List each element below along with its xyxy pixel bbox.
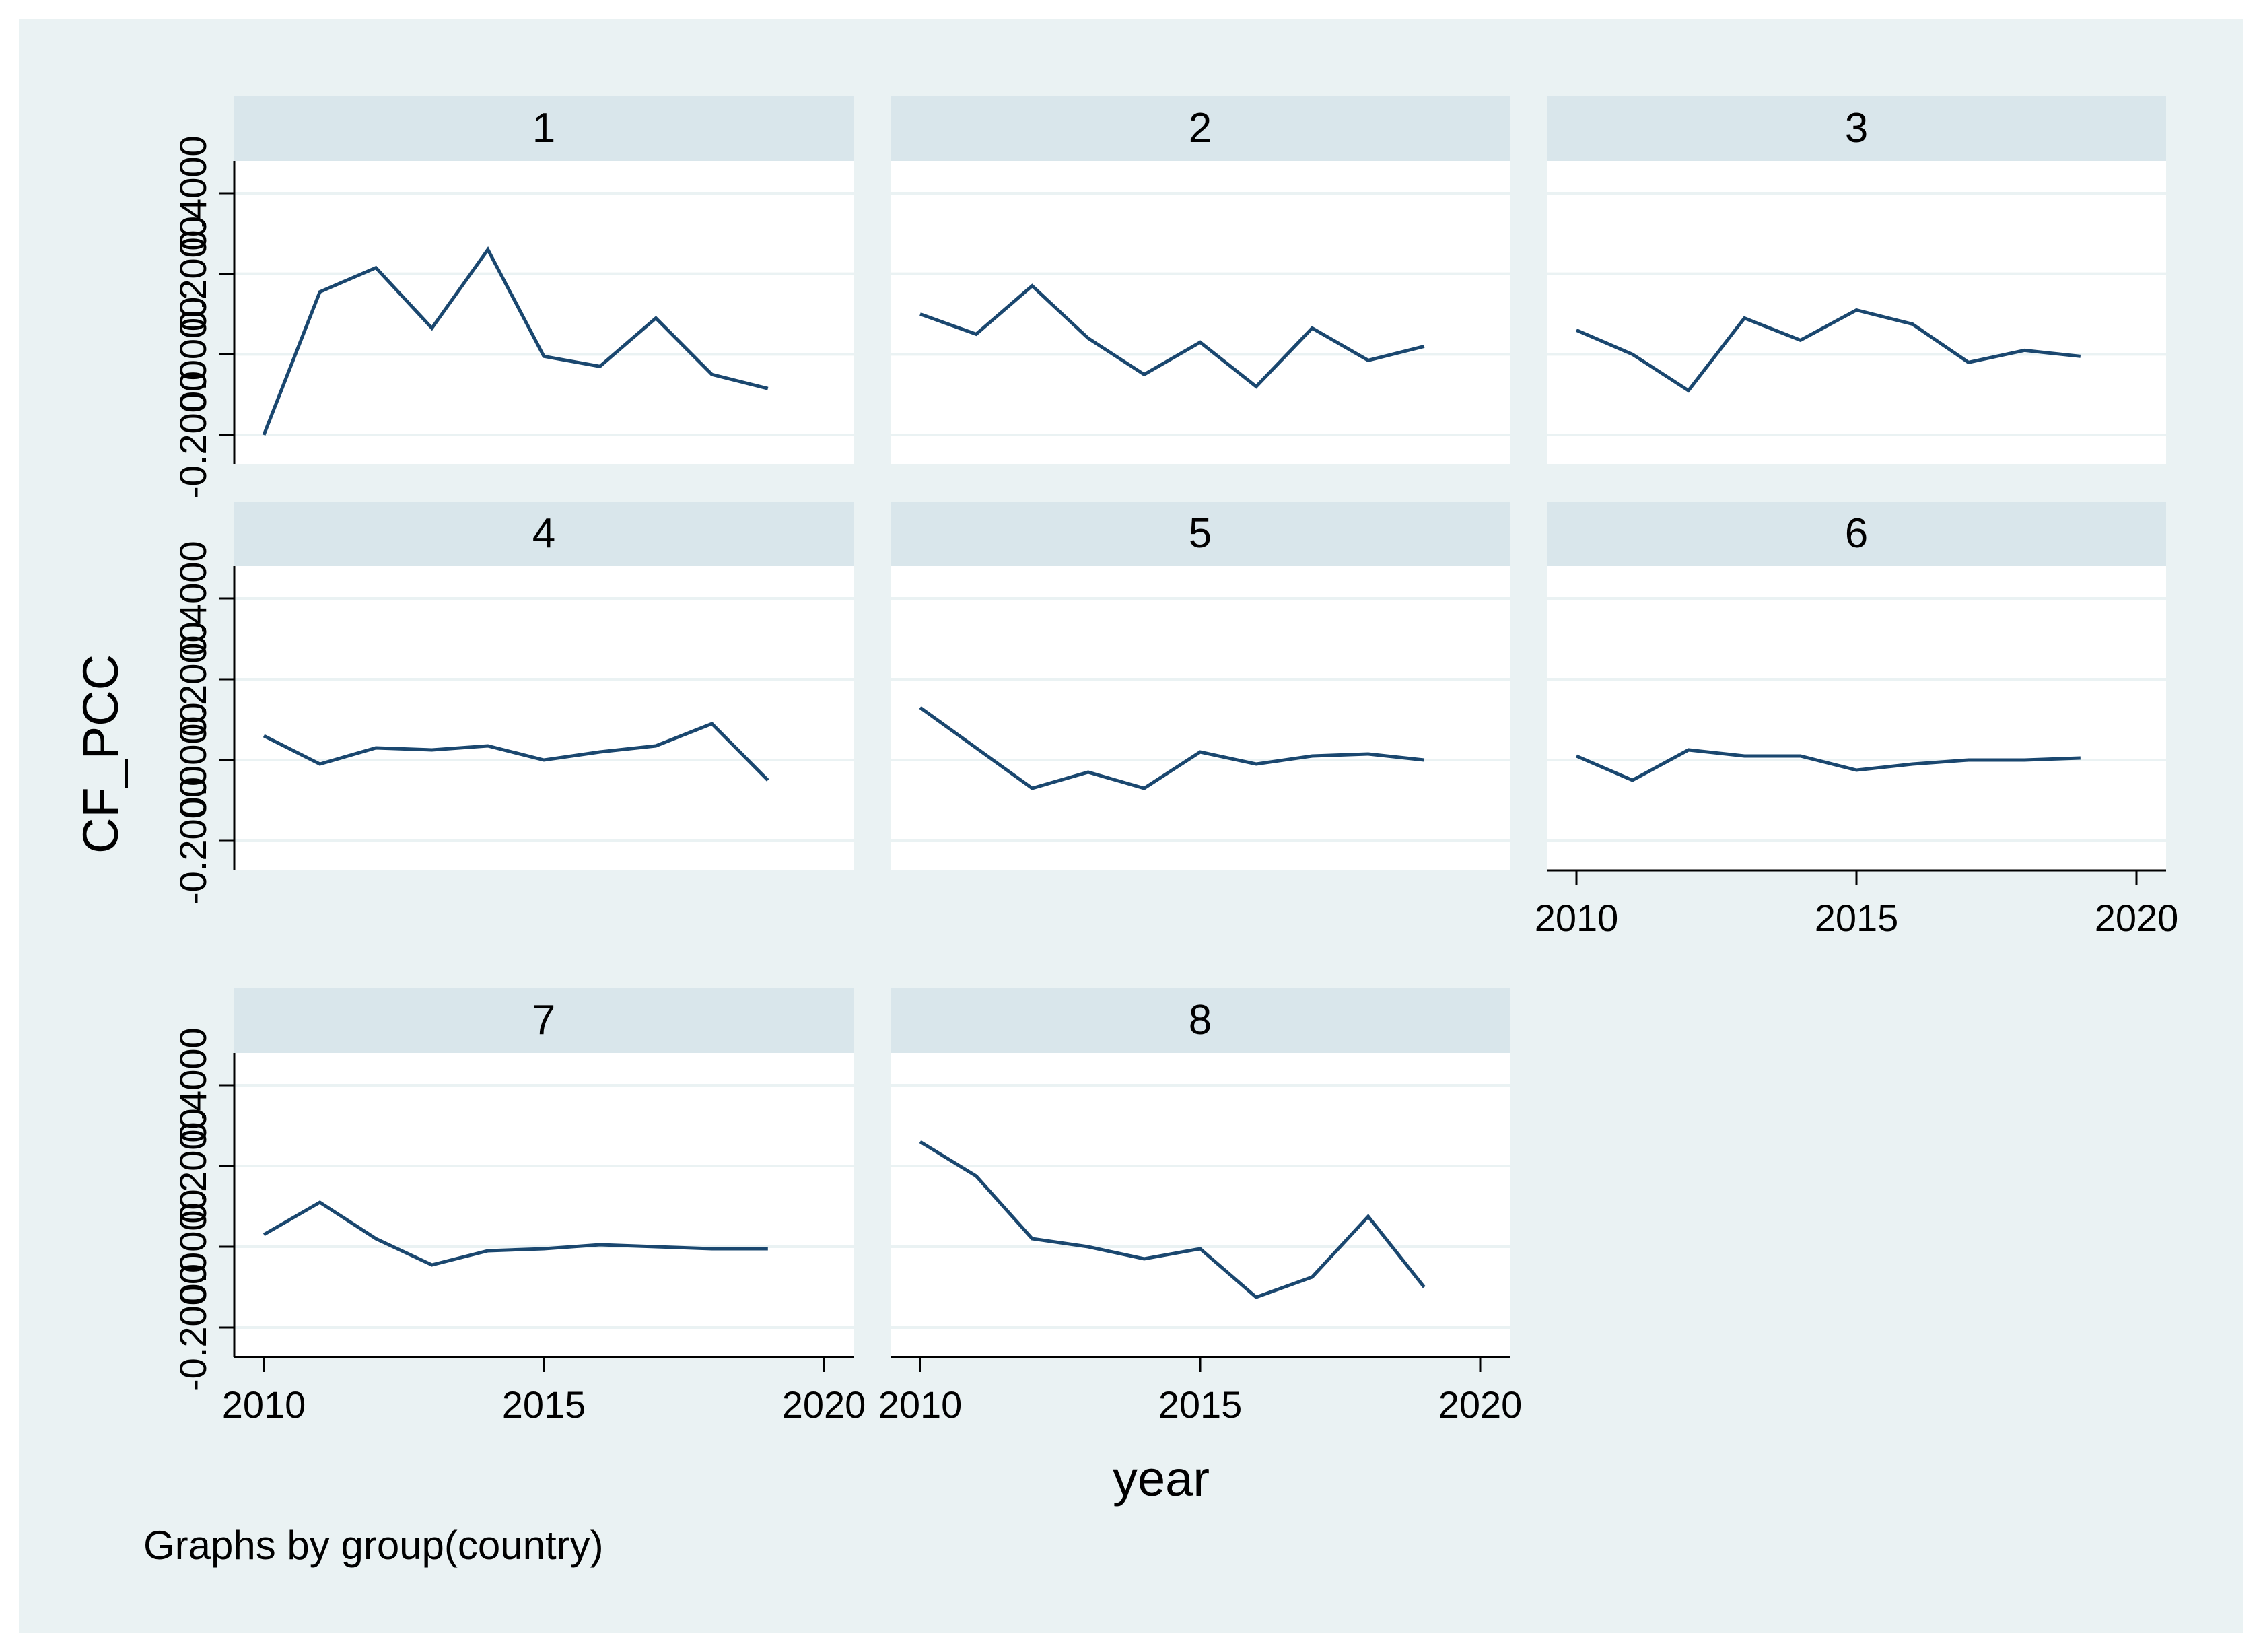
panel-title: 5 [1189,510,1212,557]
y-tick-label: 0.2000 [172,216,214,331]
plot-area [234,1053,854,1357]
panel-6: 6 2010 2015 2020 [1535,502,2179,939]
x-tick-label: 2020 [2095,897,2179,939]
series-line [1576,748,2081,782]
panel-title-strip [234,96,854,161]
y-tick-label: 0.4000 [172,135,214,250]
x-tick-label: 2010 [222,1383,306,1426]
panel-2: 2 [891,96,1510,464]
x-tick-label: 2015 [1815,897,1899,939]
panel-title-strip [891,988,1510,1053]
panel-title: 3 [1845,105,1868,151]
plot-area [891,566,1510,870]
figure-note: Graphs by group(country) [143,1523,604,1568]
y-tick-label: 0.0000 [172,702,214,817]
y-tick-label: -0.2000 [172,1264,214,1391]
series-line [919,705,1425,790]
series-line [1576,308,2081,393]
panel-title: 1 [532,105,555,151]
x-tick-label: 2010 [878,1383,963,1426]
x-tick-label: 2010 [1535,897,1619,939]
panel-8: 8 2010 2015 2020 [878,988,1523,1426]
y-axis-label: CF_PCC [73,654,129,854]
y-tick-label: 0.2000 [172,1108,214,1223]
plot-area [1547,566,2166,870]
x-tick-label: 2020 [782,1383,866,1426]
x-tick-label: 2020 [1438,1383,1523,1426]
y-tick-label: -0.2000 [172,371,214,499]
panel-title: 4 [532,510,555,557]
x-axis-label: year [1113,1451,1210,1507]
plot-area [1547,161,2166,464]
panel-title: 6 [1845,510,1868,557]
y-tick-label: 0.0000 [172,297,214,412]
panel-title: 8 [1189,997,1212,1043]
panel-3: 3 [1547,96,2166,464]
panel-title-strip [1547,96,2166,161]
series-line [263,722,769,782]
panel-title: 7 [532,997,555,1043]
plot-area [891,161,1510,464]
y-tick-label: 0.4000 [172,541,214,656]
panel-5: 5 [891,502,1510,870]
series-line [919,283,1425,389]
panel-title-strip [234,502,854,566]
plot-area [234,566,854,870]
panel-title-strip [891,96,1510,161]
panel-title-strip [1547,502,2166,566]
panel-title-strip [234,988,854,1053]
series-line [262,246,769,436]
panel-title-strip [891,502,1510,566]
plot-area [234,161,854,464]
series-line [263,1200,768,1267]
x-tick-label: 2015 [1158,1383,1243,1426]
plot-area [891,1053,1510,1357]
panel-title: 2 [1189,105,1212,151]
y-tick-label: 0.0000 [172,1189,214,1304]
y-tick-label: 0.4000 [172,1027,214,1142]
y-tick-label: -0.2000 [172,777,214,905]
y-tick-label: 0.2000 [172,621,214,736]
x-tick-label: 2015 [502,1383,586,1426]
series-line [919,1140,1426,1299]
